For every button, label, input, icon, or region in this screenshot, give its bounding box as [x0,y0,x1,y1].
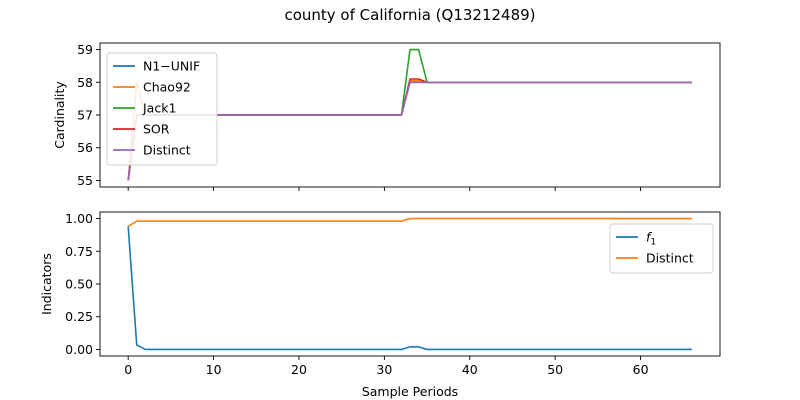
x-tick-label: 10 [206,362,222,377]
y-tick-label: 0.50 [65,277,93,292]
series-line-distinct [127,217,692,228]
x-tick-label: 0 [124,362,132,377]
x-axis-label: Sample Periods [362,384,458,399]
y-tick-label: 0.75 [65,244,93,259]
x-tick-label: 20 [291,362,307,377]
x-tick-label: 30 [376,362,392,377]
legend-label: SOR [143,122,170,137]
y-tick-label: 57 [77,108,93,123]
x-tick-label: 40 [462,362,478,377]
legend: N1−UNIF Chao92 Jack1 SOR Distinct [106,52,218,166]
legend-label: Chao92 [143,80,191,95]
indicators-panel: 0.00 0.25 0.50 0.75 1.00 0 10 20 30 40 50 60 Indicat… [39,211,721,399]
series-line-f1 [127,226,692,351]
y-axis-label: Cardinality [52,81,67,149]
y-tick-label: 56 [77,140,93,155]
legend-label: Distinct [646,251,694,266]
legend-label: f1 [646,230,656,248]
legend-box [609,223,714,274]
y-tick-label: 1.00 [65,211,93,226]
legend-label: N1−UNIF [143,59,200,74]
figure-title: county of California (Q13212489) [284,6,535,24]
legend-label: Jack1 [142,101,176,116]
y-tick-label: 55 [77,173,93,188]
legend-label: Distinct [143,143,191,158]
legend-box [106,52,218,166]
series-group [127,217,692,351]
y-axis-label: Indicators [39,253,54,315]
x-tick-label: 50 [547,362,563,377]
y-tick-label: 58 [77,75,93,90]
x-tick-label: 60 [633,362,649,377]
legend: f1 Distinct [609,223,714,274]
y-tick-label: 0.00 [65,342,93,357]
cardinality-panel: 55 56 57 58 59 Cardinality N1−UNIF Chao92 Jack1 S… [52,42,721,191]
y-tick-label: 59 [77,42,93,57]
y-tick-label: 0.25 [65,309,93,324]
